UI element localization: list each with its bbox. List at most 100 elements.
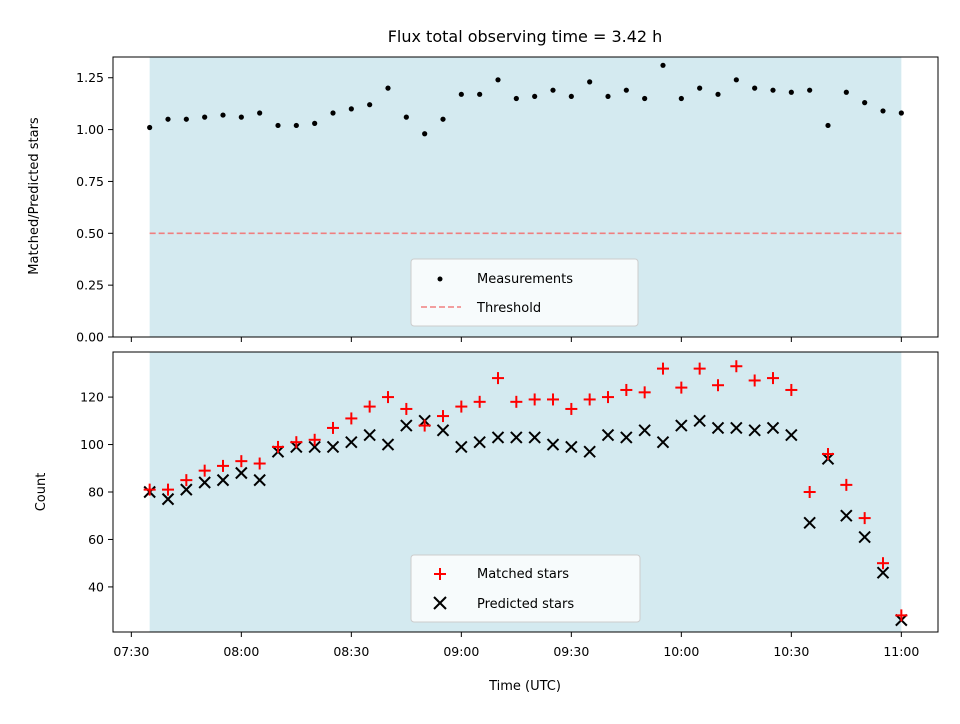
matched-star-point bbox=[840, 478, 853, 491]
matched-star-point bbox=[382, 391, 394, 404]
bottom-legend: Matched stars Predicted stars bbox=[410, 554, 641, 623]
measurement-point bbox=[147, 124, 153, 131]
measurement-point bbox=[348, 106, 354, 112]
bottom-y-ticks: 40 60 80 100 120 bbox=[80, 390, 113, 594]
predicted-star-point bbox=[583, 445, 596, 458]
matched-star-point bbox=[877, 557, 889, 570]
measurement-point bbox=[440, 116, 446, 122]
predicted-star-point bbox=[253, 473, 266, 487]
matched-star-point bbox=[162, 483, 174, 496]
measurement-point bbox=[458, 91, 464, 97]
matched-star-point bbox=[803, 486, 816, 498]
matched-star-point bbox=[528, 393, 541, 406]
measurement-point bbox=[220, 112, 226, 118]
measurements-legend-marker bbox=[437, 276, 443, 282]
predicted-star-point bbox=[711, 421, 725, 435]
predicted-star-point bbox=[840, 509, 853, 522]
predicted-star-point bbox=[546, 438, 560, 451]
predicted-star-point bbox=[308, 440, 321, 454]
matched-star-point bbox=[143, 483, 156, 496]
x-tick-label: 09:00 bbox=[443, 644, 479, 659]
measurements-legend-label: Measurements bbox=[477, 272, 573, 287]
measurement-point bbox=[165, 116, 171, 122]
predicted-star-point bbox=[675, 419, 688, 432]
x-axis-label: Time (UTC) bbox=[488, 679, 561, 694]
bottom-y-axis-label: Count bbox=[34, 473, 49, 512]
matched-star-point bbox=[455, 400, 468, 413]
measurement-point bbox=[825, 122, 831, 129]
matched-star-point bbox=[418, 419, 431, 432]
bottom-y-tick-label: 80 bbox=[88, 485, 104, 500]
matched-star-point bbox=[253, 457, 266, 470]
top-y-tick-label: 0.50 bbox=[76, 226, 104, 241]
x-tick-label: 10:00 bbox=[663, 644, 699, 659]
matched-star-point bbox=[858, 512, 871, 525]
measurement-point bbox=[623, 87, 629, 93]
matched-star-point bbox=[345, 412, 358, 425]
matched-star-point bbox=[822, 448, 834, 461]
matched-star-point bbox=[583, 393, 596, 406]
predicted-star-point bbox=[803, 516, 816, 530]
matched-star-point bbox=[180, 474, 193, 487]
top-legend-box bbox=[410, 258, 639, 327]
matched-star-point bbox=[767, 372, 779, 385]
predicted-star-point bbox=[565, 440, 578, 454]
measurement-point bbox=[202, 114, 208, 120]
matched-star-point bbox=[657, 362, 669, 375]
matched-star-point bbox=[290, 436, 303, 449]
measurement-point bbox=[587, 79, 593, 85]
measurement-point bbox=[293, 122, 299, 129]
matched-stars-series bbox=[143, 360, 908, 622]
matched-star-point bbox=[693, 362, 706, 375]
chart-title: Flux total observing time = 3.42 h bbox=[388, 27, 663, 46]
top-y-ticks: 0.00 0.25 0.50 0.75 1.00 1.25 bbox=[76, 70, 113, 345]
predicted-star-point bbox=[180, 483, 193, 496]
matched-stars-legend-label: Matched stars bbox=[477, 567, 569, 582]
measurement-point bbox=[513, 95, 519, 102]
predicted-star-point bbox=[601, 428, 615, 442]
x-tick-label: 09:30 bbox=[553, 644, 589, 659]
measurements-series bbox=[147, 62, 904, 137]
x-tick-label: 08:00 bbox=[223, 644, 259, 659]
predicted-stars-legend-label: Predicted stars bbox=[477, 597, 574, 612]
predicted-star-point bbox=[876, 566, 890, 579]
measurement-point bbox=[257, 110, 263, 116]
predicted-star-point bbox=[198, 476, 211, 489]
top-y-axis-label: Matched/Predicted stars bbox=[27, 117, 42, 275]
threshold-legend-label: Threshold bbox=[476, 301, 541, 316]
predicted-star-point bbox=[730, 421, 743, 435]
bottom-panel: 40 60 80 100 120 07:30 08:00 08:30 09:00 09:30 10… bbox=[34, 351, 939, 694]
matched-star-point bbox=[638, 386, 651, 399]
matched-star-point bbox=[473, 395, 486, 408]
bottom-x-ticks: 07:30 08:00 08:30 09:00 09:30 10:00 10:30 11:00 bbox=[113, 632, 919, 659]
predicted-star-point bbox=[161, 492, 175, 506]
predicted-star-point bbox=[491, 431, 505, 444]
measurement-point bbox=[550, 87, 556, 93]
measurement-point bbox=[367, 102, 373, 108]
measurement-point bbox=[238, 114, 244, 120]
matched-star-point bbox=[437, 410, 449, 423]
matched-star-point bbox=[730, 360, 743, 373]
matched-star-point bbox=[547, 393, 559, 406]
measurement-point bbox=[898, 110, 904, 116]
top-x-ticks bbox=[130, 337, 902, 342]
measurement-point bbox=[843, 89, 849, 95]
predicted-star-point bbox=[455, 440, 468, 454]
matched-star-point bbox=[620, 383, 633, 396]
matched-star-point bbox=[272, 440, 284, 453]
predicted-star-point bbox=[656, 435, 670, 449]
predicted-stars-legend-marker bbox=[433, 596, 447, 610]
predicted-star-point bbox=[400, 419, 413, 432]
predicted-star-point bbox=[345, 435, 358, 449]
x-tick-label: 11:00 bbox=[883, 644, 919, 659]
measurement-point bbox=[770, 87, 776, 93]
x-tick-label: 08:30 bbox=[333, 644, 369, 659]
predicted-star-point bbox=[785, 428, 798, 442]
top-legend: Measurements Threshold bbox=[410, 258, 639, 327]
top-y-tick-label: 1.25 bbox=[76, 70, 104, 85]
matched-star-point bbox=[400, 402, 413, 415]
matched-star-point bbox=[327, 421, 339, 434]
top-panel: 0.00 0.25 0.50 0.75 1.00 1.25 Matched/Predict… bbox=[27, 56, 939, 345]
x-tick-label: 10:30 bbox=[773, 644, 809, 659]
